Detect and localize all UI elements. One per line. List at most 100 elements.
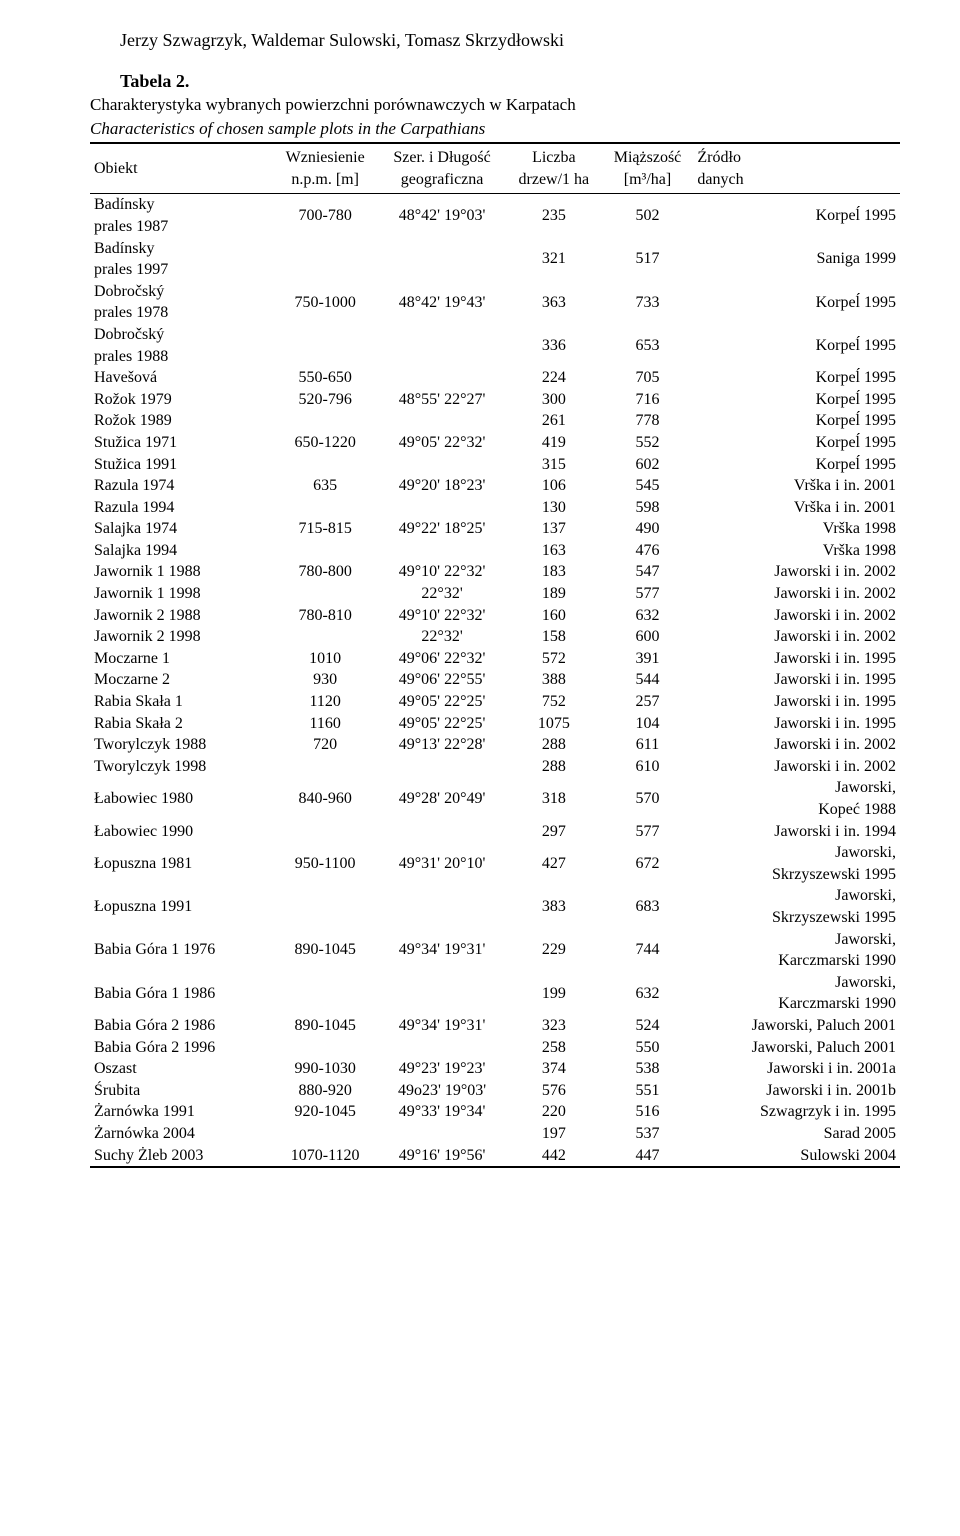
cell-vol: 672	[602, 842, 694, 885]
table-row: Jawornik 1 1988780-80049°10' 22°32'18354…	[90, 561, 900, 583]
cell-source: Jaworski i in. 1995	[693, 691, 900, 713]
cell-vol: 547	[602, 561, 694, 583]
cell-source: Jaworski i in. 2002	[693, 583, 900, 605]
cell-trees: 336	[506, 324, 602, 367]
cell-obiekt: Żarnówka 1991	[90, 1101, 272, 1123]
authors-line: Jerzy Szwagrzyk, Waldemar Sulowski, Toma…	[120, 30, 900, 51]
col-obiekt: Obiekt	[90, 143, 272, 194]
cell-elev	[272, 756, 378, 778]
cell-obiekt: Łabowiec 1990	[90, 821, 272, 843]
cell-obiekt: Babia Góra 2 1996	[90, 1037, 272, 1059]
cell-trees: 288	[506, 756, 602, 778]
cell-vol: 716	[602, 389, 694, 411]
cell-coord: 49°33' 19°34'	[378, 1101, 506, 1123]
cell-source: Korpeĺ 1995	[693, 389, 900, 411]
table-row: Dobročskýprales 1988336653Korpeĺ 1995	[90, 324, 900, 367]
cell-elev: 715-815	[272, 518, 378, 540]
cell-elev: 1160	[272, 713, 378, 735]
cell-source: Jaworski,Karczmarski 1990	[693, 929, 900, 972]
cell-obiekt: Rabia Skała 1	[90, 691, 272, 713]
cell-coord: 49°28' 20°49'	[378, 777, 506, 820]
cell-obiekt: Stužica 1971	[90, 432, 272, 454]
cell-coord: 22°32'	[378, 583, 506, 605]
cell-obiekt: Żarnówka 2004	[90, 1123, 272, 1145]
cell-trees: 374	[506, 1058, 602, 1080]
cell-source: Jaworski i in. 2001b	[693, 1080, 900, 1102]
cell-elev	[272, 497, 378, 519]
cell-obiekt: Dobročskýprales 1988	[90, 324, 272, 367]
cell-source: Sulowski 2004	[693, 1145, 900, 1168]
cell-obiekt: Suchy Żleb 2003	[90, 1145, 272, 1168]
cell-source: Korpeĺ 1995	[693, 194, 900, 238]
cell-vol: 552	[602, 432, 694, 454]
cell-obiekt: Babia Góra 2 1986	[90, 1015, 272, 1037]
cell-elev	[272, 454, 378, 476]
cell-obiekt: Badínskyprales 1997	[90, 238, 272, 281]
cell-trees: 258	[506, 1037, 602, 1059]
cell-trees: 137	[506, 518, 602, 540]
cell-elev	[272, 324, 378, 367]
cell-elev	[272, 821, 378, 843]
cell-trees: 220	[506, 1101, 602, 1123]
cell-trees: 572	[506, 648, 602, 670]
cell-trees: 288	[506, 734, 602, 756]
cell-elev: 1120	[272, 691, 378, 713]
table-row: Tworylczyk 198872049°13' 22°28'288611Jaw…	[90, 734, 900, 756]
table-row: Razula 197463549°20' 18°23'106545Vrška i…	[90, 475, 900, 497]
cell-source: Saniga 1999	[693, 238, 900, 281]
cell-coord: 49°06' 22°32'	[378, 648, 506, 670]
cell-source: Korpeĺ 1995	[693, 281, 900, 324]
table-row: Jawornik 2 1988780-81049°10' 22°32'16063…	[90, 605, 900, 627]
cell-vol: 538	[602, 1058, 694, 1080]
cell-vol: 447	[602, 1145, 694, 1168]
cell-coord: 49°16' 19°56'	[378, 1145, 506, 1168]
cell-source: Korpeĺ 1995	[693, 410, 900, 432]
cell-elev	[272, 583, 378, 605]
cell-vol: 653	[602, 324, 694, 367]
table-row: Suchy Żleb 20031070-112049°16' 19°56'442…	[90, 1145, 900, 1168]
cell-vol: 683	[602, 885, 694, 928]
cell-obiekt: Razula 1974	[90, 475, 272, 497]
cell-coord	[378, 821, 506, 843]
cell-source: Jaworski,Kopeć 1988	[693, 777, 900, 820]
cell-vol: 602	[602, 454, 694, 476]
cell-coord: 49°22' 18°25'	[378, 518, 506, 540]
table-row: Moczarne 293049°06' 22°55'388544Jaworski…	[90, 669, 900, 691]
cell-trees: 383	[506, 885, 602, 928]
col-liczba: Liczbadrzew/1 ha	[506, 143, 602, 194]
cell-elev: 780-810	[272, 605, 378, 627]
cell-coord	[378, 238, 506, 281]
cell-trees: 318	[506, 777, 602, 820]
cell-vol: 632	[602, 605, 694, 627]
cell-source: Jaworski i in. 2002	[693, 605, 900, 627]
cell-source: Jaworski i in. 1995	[693, 713, 900, 735]
cell-source: Korpeĺ 1995	[693, 432, 900, 454]
cell-trees: 130	[506, 497, 602, 519]
cell-obiekt: Tworylczyk 1988	[90, 734, 272, 756]
cell-coord: 49°05' 22°32'	[378, 432, 506, 454]
cell-vol: 778	[602, 410, 694, 432]
cell-vol: 516	[602, 1101, 694, 1123]
cell-obiekt: Łopuszna 1991	[90, 885, 272, 928]
cell-vol: 517	[602, 238, 694, 281]
table-row: Babia Góra 2 1996258550Jaworski, Paluch …	[90, 1037, 900, 1059]
cell-coord: 49o23' 19°03'	[378, 1080, 506, 1102]
cell-trees: 160	[506, 605, 602, 627]
table-row: Łopuszna 1981950-110049°31' 20°10'427672…	[90, 842, 900, 885]
cell-coord: 48°42' 19°03'	[378, 194, 506, 238]
cell-obiekt: Stužica 1991	[90, 454, 272, 476]
cell-trees: 106	[506, 475, 602, 497]
table-row: Stužica 1971650-122049°05' 22°32'419552K…	[90, 432, 900, 454]
cell-obiekt: Tworylczyk 1998	[90, 756, 272, 778]
cell-coord	[378, 454, 506, 476]
cell-vol: 733	[602, 281, 694, 324]
cell-source: Korpeĺ 1995	[693, 454, 900, 476]
cell-vol: 705	[602, 367, 694, 389]
cell-obiekt: Havešová	[90, 367, 272, 389]
cell-source: Jaworski i in. 1994	[693, 821, 900, 843]
cell-trees: 576	[506, 1080, 602, 1102]
cell-source: Vrška i in. 2001	[693, 475, 900, 497]
cell-coord: 49°05' 22°25'	[378, 713, 506, 735]
cell-elev: 780-800	[272, 561, 378, 583]
table-row: Rabia Skała 2116049°05' 22°25'1075104Jaw…	[90, 713, 900, 735]
